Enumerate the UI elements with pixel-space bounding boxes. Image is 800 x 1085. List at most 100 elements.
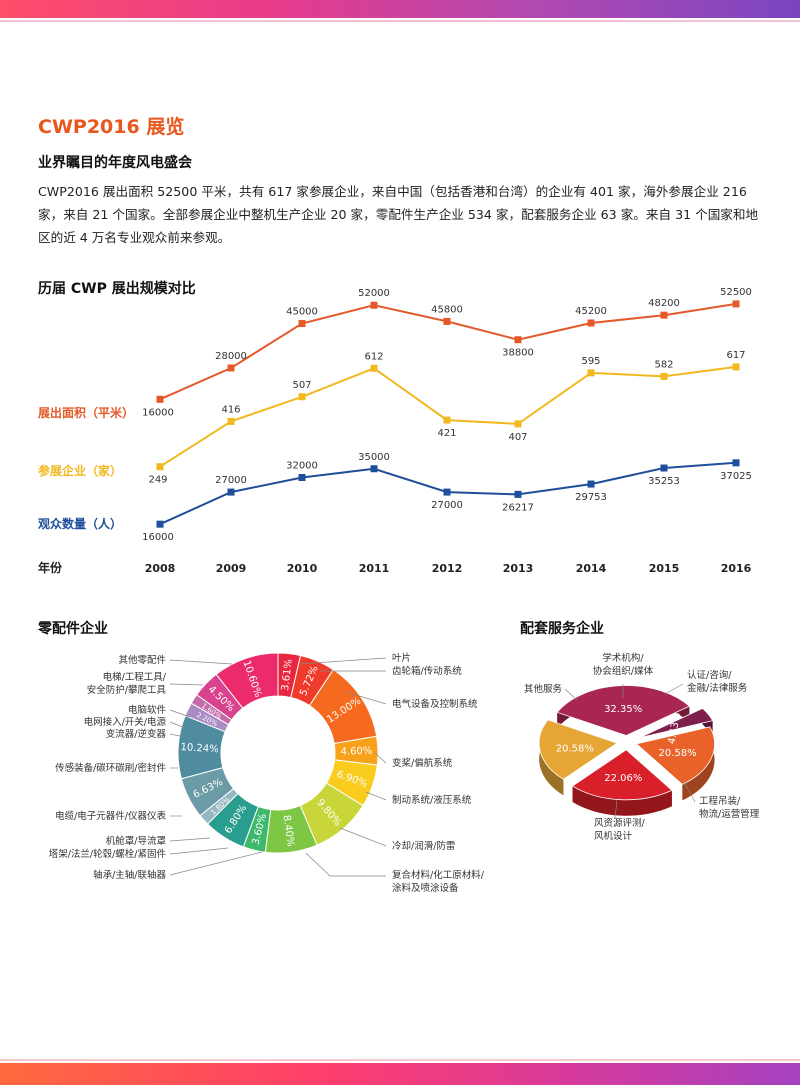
data-label: 27000 [431, 500, 463, 511]
data-point [587, 369, 595, 377]
data-label: 45800 [431, 304, 463, 315]
data-label: 407 [508, 432, 527, 443]
donut-chart-title: 零配件企业 [38, 621, 108, 637]
data-label: 26217 [502, 502, 534, 513]
leader-line [169, 659, 233, 665]
donut-category-label: 叶片 [392, 652, 411, 664]
pie-chart-title: 配套服务企业 [520, 621, 604, 637]
pie-slice [639, 707, 714, 739]
leader-line [339, 827, 387, 847]
data-label: 595 [581, 356, 600, 367]
data-label: 28000 [215, 351, 247, 362]
pie-category-label: 学术机构/ [602, 652, 644, 664]
donut-category-label: 电脑软件 [128, 704, 167, 716]
leader-line [169, 709, 191, 718]
donut-category-label: 电网接入/开关/电源 [84, 716, 167, 728]
data-point [298, 393, 306, 401]
leader-line [614, 799, 618, 819]
pie-category-label: 其他服务 [524, 683, 563, 695]
data-label: 29753 [575, 492, 607, 503]
pie-slice-label: 20.58% [556, 744, 594, 755]
pie-slice-label: 22.06% [604, 773, 642, 784]
page-subtitle: 业界瞩目的年度风电盛会 [38, 155, 192, 171]
bottom-thin-line [0, 1059, 800, 1061]
data-label: 35000 [358, 452, 390, 463]
donut-category-label: 其他零配件 [118, 654, 166, 666]
x-tick-label: 2008 [145, 562, 176, 575]
series-label-area: 展出面积（平米） [38, 406, 135, 420]
data-point [732, 459, 740, 467]
data-point [156, 463, 164, 471]
pie-slice [571, 749, 673, 801]
donut-slice-label: 3.61% [280, 659, 295, 692]
donut-slice-label: 4.60% [340, 746, 372, 758]
data-label: 52000 [358, 288, 390, 299]
donut-category-label: 电气设备及控制系统 [392, 698, 478, 710]
data-label: 38800 [502, 348, 534, 359]
donut-category-label: 电缆/电子元器件/仪器仪表 [55, 810, 166, 822]
data-point [587, 319, 595, 327]
data-label: 249 [148, 475, 167, 486]
data-label: 32000 [286, 461, 318, 472]
leader-line [564, 688, 578, 701]
donut-category-label: 机舱罩/导流罩 [106, 835, 166, 847]
x-tick-label: 2011 [359, 562, 390, 575]
x-axis-label: 年份 [38, 561, 63, 575]
pie-category-label: 工程吊装/ [699, 795, 741, 807]
leader-line [169, 837, 211, 842]
data-point [514, 490, 522, 498]
pie-category-label: 协会组织/媒体 [593, 665, 654, 677]
data-label: 617 [726, 350, 745, 361]
donut-slice-label: 8.40% [281, 814, 296, 847]
data-point [370, 301, 378, 309]
data-point [370, 364, 378, 372]
data-label: 612 [364, 351, 383, 362]
data-label: 16000 [142, 532, 174, 543]
data-label: 507 [292, 380, 311, 391]
data-point [660, 311, 668, 319]
data-point [443, 317, 451, 325]
leader-line [169, 683, 204, 686]
pie-slice [556, 685, 691, 736]
leader-line [169, 847, 229, 855]
pie-slice-side [682, 726, 715, 801]
donut-category-label: 变流器/逆变器 [106, 728, 167, 740]
donut-chart: 3.61% 5.72%13.00%4.60%6.90%9.80%8.40%3.60… [49, 652, 485, 894]
pie-category-label: 风机设计 [594, 830, 633, 842]
data-label: 582 [654, 359, 673, 370]
data-point [514, 420, 522, 428]
leader-line [169, 851, 263, 876]
x-tick-label: 2013 [503, 562, 534, 575]
pie-slice-side [572, 786, 672, 816]
data-label: 45200 [575, 306, 607, 317]
leader-line [305, 852, 386, 877]
data-point [443, 488, 451, 496]
donut-slice-label: 10.24% [180, 742, 219, 755]
data-label: 52500 [720, 287, 752, 298]
x-tick-label: 2009 [216, 562, 247, 575]
data-point [298, 320, 306, 328]
pie-slice-label: 32.35% [604, 704, 642, 715]
leader-line [345, 691, 387, 705]
data-label: 27000 [215, 475, 247, 486]
data-label: 45000 [286, 307, 318, 318]
pie-category-label: 认证/咨询/ [687, 669, 732, 681]
intro-paragraph: CWP2016 展出面积 52500 平米，共有 617 家参展企业，来自中国（… [38, 184, 759, 245]
x-tick-label: 2010 [287, 562, 318, 575]
x-tick-label: 2014 [576, 562, 607, 575]
pie-slice-label: 20.58% [659, 748, 697, 759]
series-label-visitors: 观众数量（人） [38, 517, 123, 531]
data-point [227, 364, 235, 372]
data-point [587, 480, 595, 488]
leader-line [169, 733, 181, 737]
data-point [514, 336, 522, 344]
data-point [660, 372, 668, 380]
donut-category-label: 变桨/偏航系统 [392, 757, 453, 769]
pie-slice-label: 4.43% [667, 712, 683, 745]
donut-category-label: 塔架/法兰/轮毂/螺栓/紧固件 [49, 848, 167, 860]
data-point [156, 520, 164, 528]
donut-category-label: 齿轮箱/传动系统 [392, 665, 462, 677]
leader-line [299, 657, 387, 665]
donut-category-label: 涂料及喷涂设备 [392, 882, 459, 894]
data-point [227, 417, 235, 425]
